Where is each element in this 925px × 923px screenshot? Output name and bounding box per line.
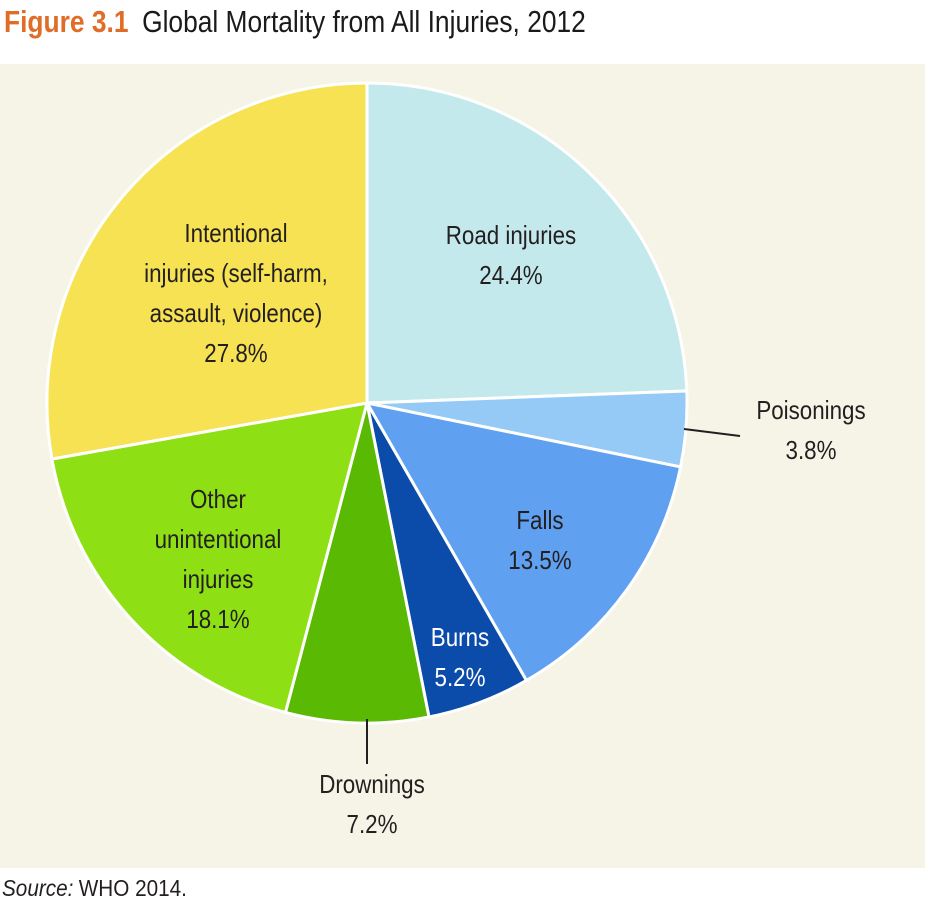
chart-panel: Road injuries 24.4% Poisonings 3.8% Falls 13.…: [0, 64, 925, 868]
slice-label: Other unintentional injuries 18.1%: [155, 485, 282, 634]
slice-label: Road injuries 24.4%: [446, 221, 576, 290]
slice-label: Burns 5.2%: [431, 623, 489, 692]
figure-header: Figure 3.1 Global Mortality from All Inju…: [4, 2, 586, 42]
leader-line: [683, 428, 741, 437]
slice-label: Intentional injuries (self-harm, assault, …: [144, 219, 328, 368]
figure-number: Figure 3.1: [4, 4, 129, 39]
slice-value-label: 5.2%: [435, 663, 486, 692]
pie-slice: [45, 81, 369, 461]
slice-name-label: Falls: [516, 506, 563, 535]
slice-value-label: 7.2%: [347, 810, 398, 839]
source-lead: Source:: [2, 875, 74, 901]
pie-slice: [364, 400, 683, 683]
slice-label: Drownings 7.2%: [319, 770, 425, 839]
slice-name-label: Other: [190, 485, 246, 514]
slice-name-label: injuries: [183, 565, 254, 594]
pie-chart: Road injuries 24.4% Poisonings 3.8% Falls 13.…: [45, 81, 866, 839]
slice-name-label: Poisonings: [756, 396, 865, 425]
slice-label: Poisonings 3.8%: [756, 396, 865, 465]
slice-label: Falls 13.5%: [508, 506, 571, 575]
slice-name-label: Burns: [431, 623, 489, 652]
pie-slice: [365, 81, 689, 405]
slice-value-label: 18.1%: [186, 605, 249, 634]
slice-name-label: assault, violence): [150, 299, 323, 328]
slice-name-label: Road injuries: [446, 221, 576, 250]
slice-name-label: unintentional: [155, 525, 282, 554]
slice-name-label: injuries (self-harm,: [144, 259, 328, 288]
slice-name-label: Drownings: [319, 770, 425, 799]
source-text: WHO 2014.: [78, 875, 187, 901]
slice-name-label: Intentional: [184, 219, 287, 248]
pie-slice: [283, 402, 431, 725]
slice-value-label: 24.4%: [479, 261, 542, 290]
source-note: Source: WHO 2014.: [2, 872, 187, 904]
pie-slice: [50, 401, 370, 715]
slice-value-label: 3.8%: [786, 436, 837, 465]
slice-value-label: 27.8%: [204, 339, 267, 368]
figure-title: Global Mortality from All Injuries, 2012: [142, 4, 586, 39]
slice-value-label: 13.5%: [508, 546, 571, 575]
